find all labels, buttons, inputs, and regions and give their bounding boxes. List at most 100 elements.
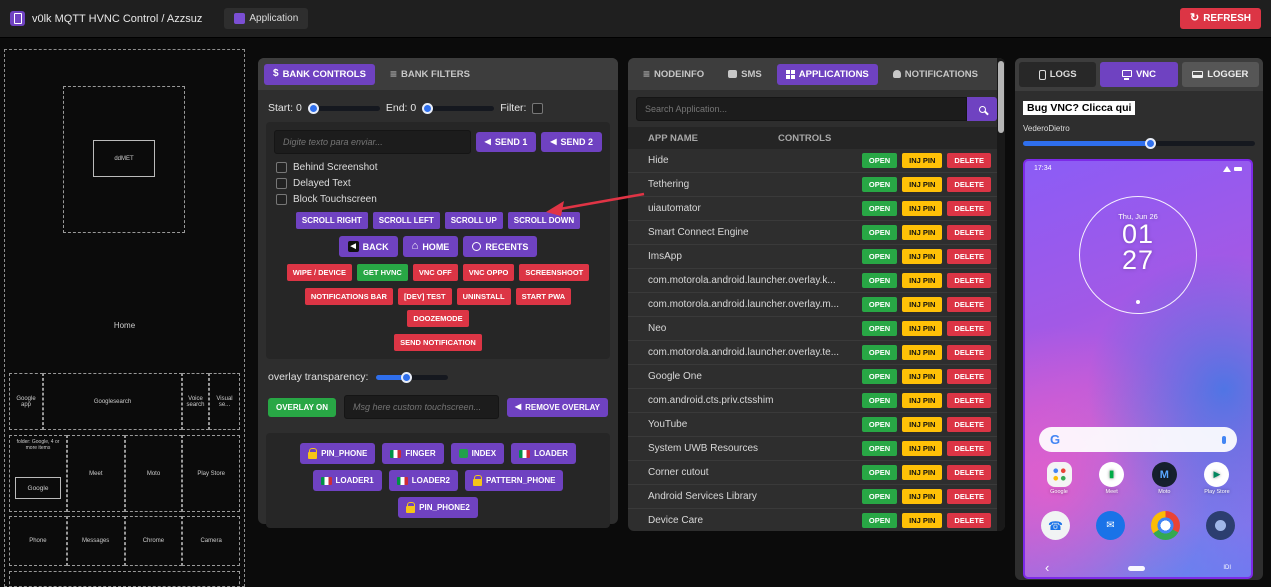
open-button[interactable]: OPEN: [861, 201, 898, 216]
device-wireframe-panel[interactable]: ddMET Home Google app Googlesearch Voice…: [4, 49, 245, 587]
tab-logs[interactable]: LOGS: [1019, 62, 1097, 87]
finger-button[interactable]: FINGER: [382, 443, 444, 464]
inj-pin-button[interactable]: INJ PIN: [902, 393, 943, 408]
vnc-quality-slider[interactable]: [1023, 141, 1255, 146]
delete-button[interactable]: DELETE: [947, 177, 991, 192]
send2-button[interactable]: ◀ SEND 2: [541, 132, 602, 152]
pin-phone2-button[interactable]: PIN_PHONE2: [398, 497, 478, 518]
bug-vnc-link[interactable]: Bug VNC? Clicca qui: [1023, 101, 1136, 115]
open-button[interactable]: OPEN: [861, 321, 898, 336]
wireframe-folder-cell[interactable]: folder: Google, 4 or more items Google: [9, 435, 67, 512]
remove-overlay-button[interactable]: ◀ REMOVE OVERLAY: [507, 397, 608, 417]
delete-button[interactable]: DELETE: [947, 273, 991, 288]
loader2-button[interactable]: LOADER2: [388, 470, 458, 491]
back-button[interactable]: ◀ BACK: [338, 236, 398, 257]
folder-inner[interactable]: Google: [15, 477, 61, 499]
delete-button[interactable]: DELETE: [947, 153, 991, 168]
send-text-input[interactable]: [274, 130, 471, 154]
notifications-bar-button[interactable]: NOTIFICATIONS BAR: [304, 288, 393, 305]
open-button[interactable]: OPEN: [861, 225, 898, 240]
uninstall-button[interactable]: UNINSTALL: [456, 288, 511, 305]
index-button[interactable]: INDEX: [450, 443, 505, 464]
tab-applications[interactable]: APPLICATIONS: [776, 63, 878, 85]
pin-phone-button[interactable]: PIN_PHONE: [300, 443, 376, 464]
inj-pin-button[interactable]: INJ PIN: [902, 417, 943, 432]
wireframe-cell[interactable]: Voice search: [182, 373, 209, 430]
behind-screenshot-checkbox[interactable]: [276, 162, 287, 173]
delete-button[interactable]: DELETE: [947, 489, 991, 504]
inj-pin-button[interactable]: INJ PIN: [902, 201, 943, 216]
inj-pin-button[interactable]: INJ PIN: [902, 153, 943, 168]
wireframe-cell[interactable]: Meet: [67, 435, 125, 512]
get-hvnc-button[interactable]: GET HVNC: [357, 264, 408, 281]
apps-scrollbar-thumb[interactable]: [998, 61, 1004, 133]
end-slider[interactable]: [422, 105, 495, 111]
tab-logger[interactable]: LOGGER: [1181, 62, 1259, 87]
open-button[interactable]: OPEN: [861, 345, 898, 360]
behind-screenshot-option[interactable]: Behind Screenshot: [276, 162, 602, 173]
delete-button[interactable]: DELETE: [947, 441, 991, 456]
vnc-off-button[interactable]: VNC OFF: [412, 264, 458, 281]
delete-button[interactable]: DELETE: [947, 465, 991, 480]
wireframe-cell[interactable]: [9, 571, 240, 586]
wireframe-cell[interactable]: Play Store: [182, 435, 241, 512]
screenshot-button[interactable]: SCREENSHOOT: [519, 264, 590, 281]
wireframe-cell[interactable]: Moto: [124, 435, 183, 512]
pattern-phone-button[interactable]: PATTERN_PHONE: [464, 470, 564, 491]
vnc-oppo-button[interactable]: VNC OPPO: [462, 264, 515, 281]
open-button[interactable]: OPEN: [861, 249, 898, 264]
overlay-message-input[interactable]: [344, 395, 499, 419]
tab-nodeinfo[interactable]: ≡ NODEINFO: [634, 63, 713, 85]
tab-sms[interactable]: SMS: [719, 64, 771, 85]
delete-button[interactable]: DELETE: [947, 201, 991, 216]
dev-test-button[interactable]: [DEV] TEST: [397, 288, 452, 305]
open-button[interactable]: OPEN: [861, 153, 898, 168]
app-search-button[interactable]: [967, 97, 997, 121]
filter-checkbox[interactable]: [532, 102, 544, 114]
delayed-text-option[interactable]: Delayed Text: [276, 178, 602, 189]
recents-button[interactable]: RECENTS: [463, 236, 538, 257]
open-button[interactable]: OPEN: [861, 489, 898, 504]
home-button[interactable]: ⌂ HOME: [402, 236, 459, 257]
open-button[interactable]: OPEN: [861, 393, 898, 408]
loader-button[interactable]: LOADER: [511, 443, 576, 464]
delayed-text-checkbox[interactable]: [276, 178, 287, 189]
apps-scrollbar[interactable]: [997, 58, 1005, 531]
send-notification-button[interactable]: SEND NOTIFICATION: [394, 334, 482, 351]
loader1-button[interactable]: LOADER1: [312, 470, 382, 491]
wireframe-cell[interactable]: Camera: [182, 516, 240, 566]
block-touchscreen-option[interactable]: Block Touchscreen: [276, 194, 602, 205]
wipe-device-button[interactable]: WIPE / DEVICE: [286, 264, 353, 281]
open-button[interactable]: OPEN: [861, 297, 898, 312]
open-button[interactable]: OPEN: [861, 177, 898, 192]
inj-pin-button[interactable]: INJ PIN: [902, 177, 943, 192]
open-button[interactable]: OPEN: [861, 465, 898, 480]
scroll-down-button[interactable]: SCROLL DOWN: [507, 212, 581, 229]
vnc-screen[interactable]: 17:34 Thu, Jun 26 01 27 G Google: [1023, 159, 1253, 579]
open-button[interactable]: OPEN: [861, 417, 898, 432]
start-slider[interactable]: [307, 105, 380, 111]
block-touchscreen-checkbox[interactable]: [276, 194, 287, 205]
wireframe-cell[interactable]: Chrome: [124, 516, 183, 566]
inj-pin-button[interactable]: INJ PIN: [902, 321, 943, 336]
wireframe-cell[interactable]: Phone: [9, 516, 67, 566]
wireframe-clock[interactable]: ddMET: [93, 140, 155, 177]
inj-pin-button[interactable]: INJ PIN: [902, 297, 943, 312]
tab-vnc[interactable]: VNC: [1100, 62, 1178, 87]
delete-button[interactable]: DELETE: [947, 417, 991, 432]
open-button[interactable]: OPEN: [861, 273, 898, 288]
start-pwa-button[interactable]: START PWA: [515, 288, 572, 305]
wireframe-widget-area[interactable]: [63, 86, 185, 233]
tab-bank-controls[interactable]: $ BANK CONTROLS: [264, 63, 375, 85]
delete-button[interactable]: DELETE: [947, 393, 991, 408]
overlay-on-button[interactable]: OVERLAY ON: [268, 397, 337, 417]
inj-pin-button[interactable]: INJ PIN: [902, 225, 943, 240]
delete-button[interactable]: DELETE: [947, 297, 991, 312]
inj-pin-button[interactable]: INJ PIN: [902, 465, 943, 480]
inj-pin-button[interactable]: INJ PIN: [902, 489, 943, 504]
app-search-input[interactable]: [636, 97, 967, 121]
inj-pin-button[interactable]: INJ PIN: [902, 345, 943, 360]
delete-button[interactable]: DELETE: [947, 225, 991, 240]
open-button[interactable]: OPEN: [861, 513, 898, 528]
wireframe-cell[interactable]: Google app: [9, 373, 43, 430]
